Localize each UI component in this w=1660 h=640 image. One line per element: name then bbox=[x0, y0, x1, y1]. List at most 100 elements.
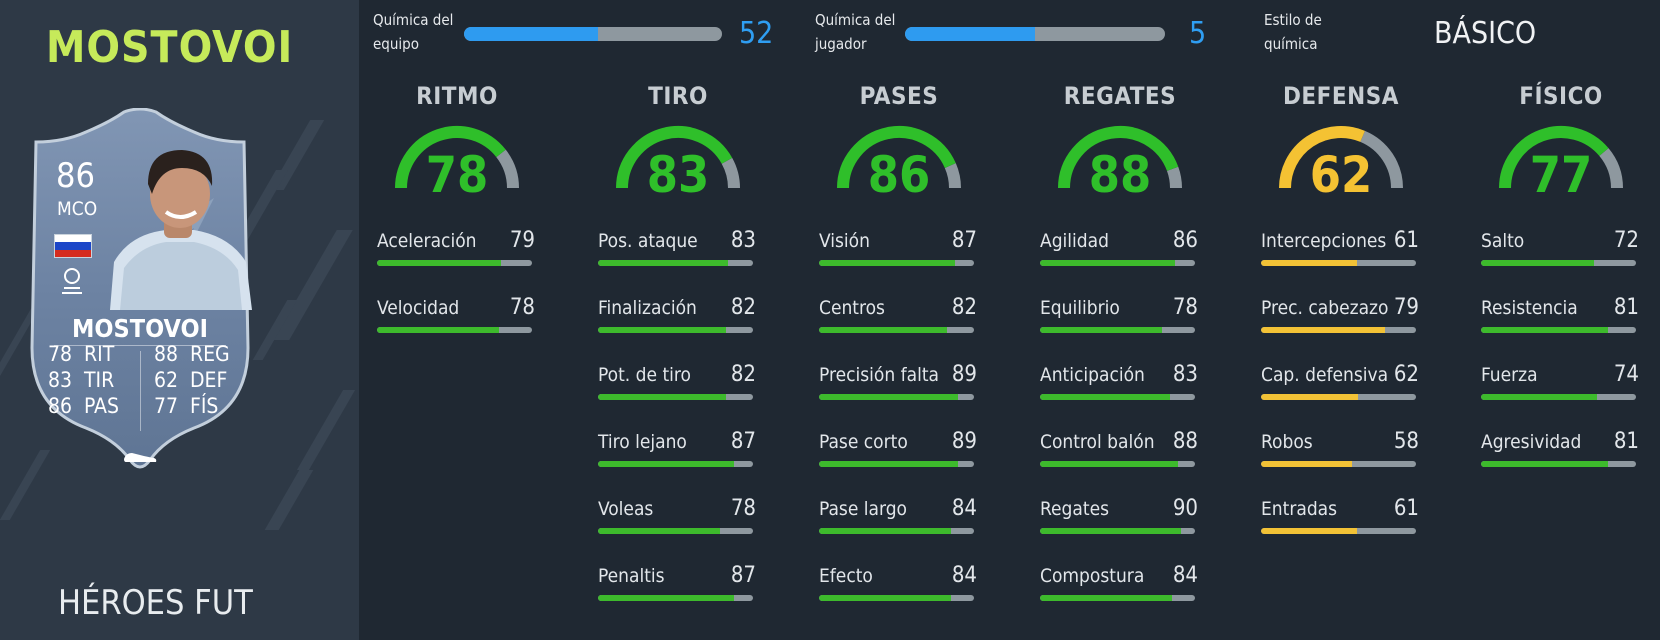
background-stripe bbox=[296, 390, 356, 470]
stat-value: 58 bbox=[1393, 429, 1419, 454]
stat-row: Pase corto 89 bbox=[819, 429, 989, 498]
stat-bar bbox=[1481, 260, 1636, 266]
card-player-name: MOSTOVOI bbox=[72, 314, 208, 343]
stat-bar bbox=[1261, 260, 1416, 266]
stat-row: Regates 90 bbox=[1040, 496, 1210, 565]
gauge-fill bbox=[1058, 126, 1179, 189]
category-rating: 86 bbox=[867, 146, 931, 204]
stat-bar-fill bbox=[598, 595, 735, 601]
card-type-label: HÉROES FUT bbox=[58, 583, 253, 623]
stat-bar bbox=[1261, 327, 1416, 333]
boot-icon bbox=[124, 453, 157, 462]
category-title: RITMO bbox=[416, 82, 498, 110]
stat-row: Pot. de tiro 82 bbox=[598, 362, 768, 431]
stat-row: Velocidad 78 bbox=[377, 295, 547, 364]
stat-row: Resistencia 81 bbox=[1481, 295, 1651, 364]
stat-value: 88 bbox=[1172, 429, 1198, 454]
stat-bar bbox=[1481, 461, 1636, 467]
stat-bar-fill bbox=[1481, 327, 1608, 333]
stat-bar-fill bbox=[1481, 260, 1594, 266]
stat-label: Centros bbox=[819, 297, 885, 319]
stat-row: Compostura 84 bbox=[1040, 563, 1210, 632]
stat-value: 82 bbox=[951, 295, 977, 320]
gauge-fill bbox=[1499, 126, 1609, 189]
stat-row: Control balón 88 bbox=[1040, 429, 1210, 498]
stat-bar bbox=[377, 327, 532, 333]
stat-label: Equilibrio bbox=[1040, 297, 1120, 319]
stat-label: Cap. defensiva bbox=[1261, 364, 1389, 386]
stat-bar-fill bbox=[598, 327, 727, 333]
rating-gauge bbox=[1499, 126, 1623, 189]
stat-bar-fill bbox=[1261, 461, 1352, 467]
player-card[interactable]: 86 MCO MOSTOVOI 78 RIT 83 TIR 86 PAS 88 … bbox=[24, 108, 256, 480]
stat-value: 61 bbox=[1393, 496, 1419, 521]
stat-row: Pase largo 84 bbox=[819, 496, 989, 565]
stat-row: Robos 58 bbox=[1261, 429, 1431, 498]
stat-value: 83 bbox=[1172, 362, 1198, 387]
stat-label: Resistencia bbox=[1481, 297, 1578, 319]
stat-label: Velocidad bbox=[377, 297, 460, 319]
card-position: MCO bbox=[57, 198, 98, 220]
stat-bar-fill bbox=[1481, 394, 1597, 400]
stat-list: Intercepciones 61 Prec. cabezazo 79 Cap. def… bbox=[1261, 228, 1431, 565]
gauge-track bbox=[721, 157, 740, 189]
rating-gauge bbox=[1279, 126, 1403, 189]
stat-value: 72 bbox=[1613, 228, 1639, 253]
stat-row: Agilidad 86 bbox=[1040, 228, 1210, 297]
stat-label: Pase corto bbox=[819, 431, 908, 453]
stat-row: Efecto 84 bbox=[819, 563, 989, 632]
background-stripe bbox=[273, 230, 353, 340]
player-panel: MOSTOVOI 86 MCO bbox=[0, 0, 359, 640]
category-rating: 77 bbox=[1529, 146, 1593, 204]
stat-value: 89 bbox=[951, 429, 977, 454]
stat-bar-fill bbox=[1040, 327, 1163, 333]
stat-value: 81 bbox=[1613, 295, 1639, 320]
stat-bar-fill bbox=[1261, 528, 1357, 534]
stat-value: 78 bbox=[509, 295, 535, 320]
stat-bar-fill bbox=[819, 461, 959, 467]
stat-label: Finalización bbox=[598, 297, 697, 319]
russia-flag-icon bbox=[54, 234, 92, 258]
stat-row: Salto 72 bbox=[1481, 228, 1651, 297]
stat-label: Penaltis bbox=[598, 565, 665, 587]
stat-value: 83 bbox=[730, 228, 756, 253]
rating-gauge bbox=[616, 126, 740, 189]
stat-label: Pase largo bbox=[819, 498, 908, 520]
stat-value: 81 bbox=[1613, 429, 1639, 454]
player-chemistry-bar bbox=[905, 27, 1165, 41]
stat-list: Visión 87 Centros 82 Precisión falta 89 Pase c… bbox=[819, 228, 989, 632]
stat-value: 79 bbox=[1393, 295, 1419, 320]
gauge-track bbox=[944, 163, 961, 189]
team-chemistry-bar bbox=[464, 27, 722, 41]
stat-value: 82 bbox=[730, 362, 756, 387]
card-rating: 86 bbox=[56, 156, 95, 196]
stat-bar bbox=[1040, 528, 1195, 534]
stat-row: Equilibrio 78 bbox=[1040, 295, 1210, 364]
gauge-fill bbox=[395, 126, 506, 189]
stat-row: Penaltis 87 bbox=[598, 563, 768, 632]
stat-row: Pos. ataque 83 bbox=[598, 228, 768, 297]
stat-bar bbox=[1040, 595, 1195, 601]
gauge-fill bbox=[1279, 126, 1365, 189]
stat-bar bbox=[377, 260, 532, 266]
player-chemistry-fill bbox=[905, 27, 1035, 41]
team-chemistry-label: Química del equipo bbox=[373, 11, 454, 53]
stat-row: Entradas 61 bbox=[1261, 496, 1431, 565]
category-title: TIRO bbox=[648, 82, 708, 110]
category-rating: 62 bbox=[1309, 146, 1373, 204]
stat-value: 84 bbox=[951, 496, 977, 521]
gauge-track bbox=[496, 149, 519, 189]
stat-bar bbox=[1040, 327, 1195, 333]
stat-label: Prec. cabezazo bbox=[1261, 297, 1389, 319]
gauge-track bbox=[1599, 148, 1623, 189]
stat-row: Agresividad 81 bbox=[1481, 429, 1651, 498]
stat-bar bbox=[1040, 461, 1195, 467]
card-stat-tir: 83 TIR bbox=[48, 368, 115, 392]
team-chemistry-value: 52 bbox=[739, 16, 774, 51]
chemistry-style-value[interactable]: BÁSICO bbox=[1434, 16, 1537, 51]
stat-bar-fill bbox=[1261, 394, 1359, 400]
stat-value: 87 bbox=[730, 429, 756, 454]
stat-label: Pot. de tiro bbox=[598, 364, 691, 386]
stat-list: Pos. ataque 83 Finalización 82 Pot. de tiro 8… bbox=[598, 228, 768, 632]
stat-bar-fill bbox=[598, 394, 727, 400]
